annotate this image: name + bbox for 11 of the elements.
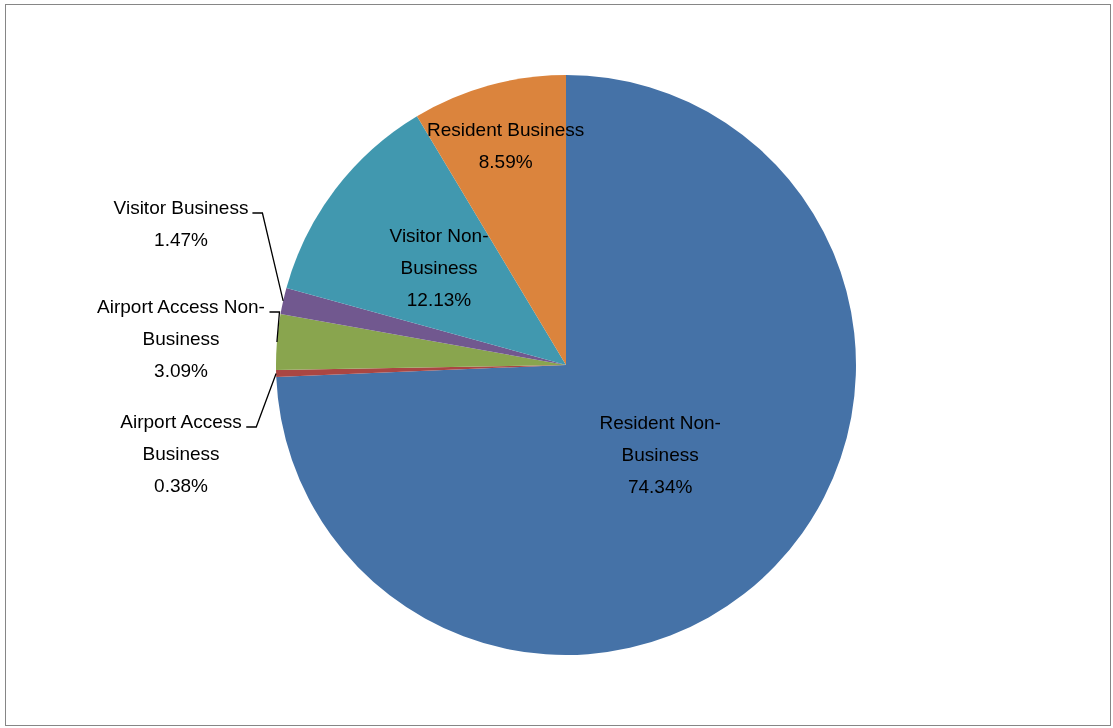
slice-label: Visitor Business [113,197,249,219]
slice-label: Airport Access Business [120,411,242,465]
slice-label: Visitor Non-Business [389,224,489,278]
data-label: 8.59% [478,151,533,173]
data-label: 3.09% [154,360,209,382]
data-label: 12.13% [406,288,472,310]
slice-label: Airport Access Non-Business [97,296,265,350]
slice-label: Resident Non-Business [599,411,721,465]
data-label: 1.47% [154,229,209,251]
data-label: 74.34% [627,475,693,497]
data-label: 0.38% [154,475,209,497]
